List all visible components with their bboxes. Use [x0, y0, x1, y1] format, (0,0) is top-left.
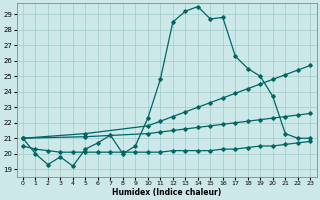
X-axis label: Humidex (Indice chaleur): Humidex (Indice chaleur) — [112, 188, 221, 197]
